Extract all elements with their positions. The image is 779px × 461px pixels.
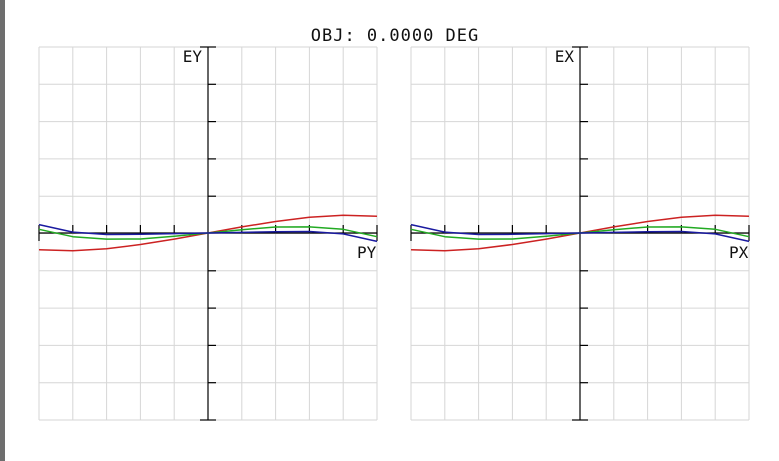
series-line [410,223,750,243]
y-axis-label: EY [183,47,203,66]
x-axis-label: PY [357,243,377,262]
x-axis-label: PX [729,243,749,262]
series-line [38,223,378,243]
tangential-fan-panel: EY PY [38,46,378,421]
sagittal-fan-panel: EX PX [410,46,750,421]
y-axis-label: EX [555,47,575,66]
chart-title: OBJ: 0.0000 DEG [311,26,480,46]
window-left-border [0,0,5,461]
